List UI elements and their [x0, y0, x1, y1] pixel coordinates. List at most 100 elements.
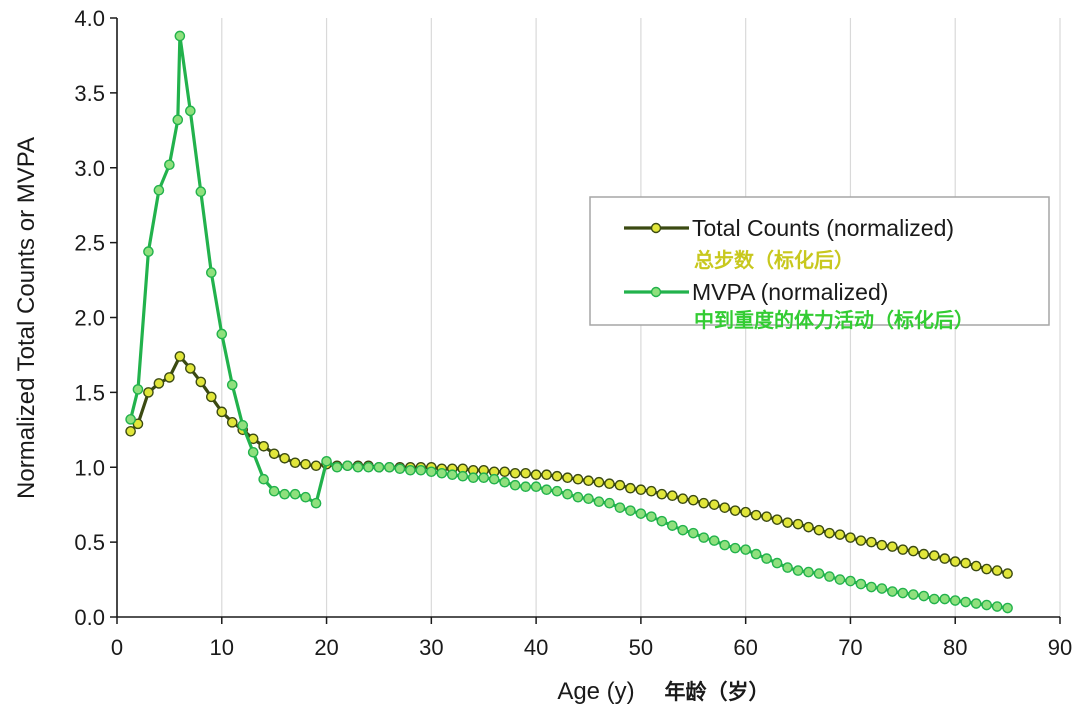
legend-label-mvpa: MVPA (normalized) — [692, 279, 888, 305]
data-point-mvpa — [824, 571, 835, 582]
y-tick-label: 0.5 — [74, 530, 105, 555]
data-point-mvpa — [205, 267, 217, 278]
data-point-total-counts — [960, 557, 972, 569]
x-tick-label: 40 — [524, 635, 548, 660]
data-point-mvpa — [887, 586, 898, 597]
data-point-mvpa — [970, 598, 982, 609]
data-point-total-counts — [625, 482, 636, 494]
data-point-mvpa — [897, 587, 909, 599]
data-point-mvpa — [258, 473, 269, 485]
data-point-total-counts — [185, 363, 196, 374]
data-point-mvpa — [1002, 602, 1013, 614]
data-point-mvpa — [143, 246, 154, 257]
data-point-total-counts — [908, 545, 919, 557]
data-point-total-counts — [583, 475, 594, 487]
data-point-mvpa — [363, 461, 374, 473]
y-tick-label: 3.0 — [74, 156, 105, 181]
data-point-total-counts — [216, 406, 228, 418]
data-point-total-counts — [572, 473, 584, 485]
y-tick-label: 3.5 — [74, 81, 105, 106]
data-point-mvpa — [646, 511, 657, 522]
x-tick-label: 60 — [733, 635, 757, 660]
data-point-mvpa — [551, 485, 563, 497]
data-point-mvpa — [604, 497, 615, 509]
x-tick-label: 50 — [629, 635, 653, 660]
data-point-total-counts — [562, 472, 573, 484]
data-point-total-counts — [708, 499, 720, 510]
data-point-mvpa — [771, 557, 783, 569]
data-point-total-counts — [268, 448, 280, 460]
data-point-total-counts — [677, 493, 689, 504]
data-point-mvpa — [876, 583, 888, 594]
x-tick-labels: 0 10 20 30 40 50 60 70 80 90 — [111, 617, 1072, 660]
data-point-total-counts — [289, 457, 301, 469]
data-point-total-counts — [687, 494, 699, 506]
y-tick-label: 4.0 — [74, 6, 105, 31]
data-point-mvpa — [164, 159, 175, 171]
data-point-mvpa — [394, 463, 406, 475]
x-tick-label: 80 — [943, 635, 967, 660]
data-point-mvpa — [729, 542, 741, 554]
data-point-mvpa — [331, 461, 343, 473]
data-point-total-counts — [541, 469, 552, 481]
data-point-mvpa — [467, 472, 479, 484]
data-point-mvpa — [352, 461, 364, 473]
data-point-total-counts — [125, 426, 136, 437]
legend-marker-total-counts — [650, 222, 662, 234]
data-point-total-counts — [719, 502, 731, 513]
data-point-total-counts — [803, 521, 814, 533]
data-point-total-counts — [949, 556, 961, 567]
data-point-mvpa — [436, 467, 448, 479]
data-point-total-counts — [279, 452, 290, 464]
data-point-total-counts — [310, 460, 322, 472]
data-point-total-counts — [824, 527, 835, 539]
legend-label-mvpa-cn: 中到重度的体力活动（标化后） — [694, 308, 974, 332]
data-point-mvpa — [687, 527, 699, 539]
data-point-mvpa — [321, 455, 332, 467]
data-point-mvpa — [185, 105, 196, 117]
data-point-mvpa — [918, 590, 930, 602]
data-point-mvpa — [237, 420, 249, 431]
data-point-total-counts — [656, 488, 668, 500]
data-point-total-counts — [855, 535, 867, 546]
data-point-mvpa — [908, 589, 919, 600]
data-point-mvpa — [415, 464, 427, 476]
data-point-total-counts — [635, 484, 647, 496]
data-point-mvpa — [782, 562, 793, 573]
legend-marker-mvpa — [650, 286, 662, 298]
data-point-mvpa — [499, 476, 510, 488]
data-point-mvpa — [488, 473, 500, 485]
data-point-total-counts — [740, 506, 751, 518]
data-point-total-counts — [918, 548, 930, 560]
data-point-mvpa — [635, 508, 647, 519]
data-point-mvpa — [614, 502, 626, 513]
data-point-total-counts — [143, 387, 154, 398]
data-point-mvpa — [373, 461, 385, 473]
data-point-total-counts — [226, 417, 238, 428]
data-point-total-counts — [698, 497, 710, 509]
data-point-mvpa — [405, 464, 416, 476]
data-point-mvpa — [530, 481, 542, 493]
data-point-total-counts — [205, 391, 217, 403]
data-point-mvpa — [509, 479, 521, 491]
data-point-total-counts — [981, 563, 992, 575]
data-point-total-counts — [667, 490, 678, 502]
data-point-mvpa — [625, 505, 636, 516]
data-point-total-counts — [928, 550, 940, 561]
data-point-total-counts — [509, 467, 521, 479]
x-axis-title: Age (y) — [557, 678, 634, 705]
data-point-mvpa — [342, 460, 353, 472]
data-point-total-counts — [761, 511, 772, 522]
data-point-mvpa — [750, 548, 762, 560]
data-point-mvpa — [981, 599, 992, 611]
data-point-mvpa — [708, 535, 720, 546]
x-tick-label: 20 — [314, 635, 338, 660]
data-point-total-counts — [1002, 568, 1013, 579]
data-point-total-counts — [771, 514, 783, 525]
data-point-total-counts — [813, 524, 825, 536]
data-point-mvpa — [268, 485, 280, 497]
data-point-mvpa — [289, 488, 301, 500]
data-point-mvpa — [939, 593, 951, 605]
data-point-total-counts — [614, 479, 626, 491]
data-point-total-counts — [258, 440, 269, 452]
